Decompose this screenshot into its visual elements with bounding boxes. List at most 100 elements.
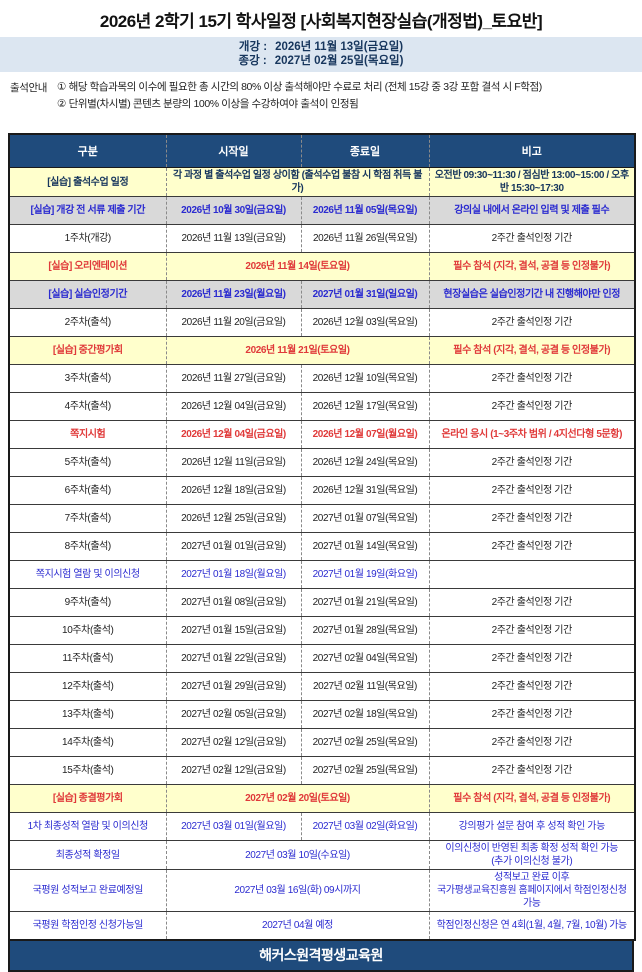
end-date-cell: 2027년 02월 25일(목요일) (300, 756, 429, 785)
end-date-cell: 2026년 12월 31일(목요일) (300, 476, 429, 505)
end-date-cell: 2027년 01월 14일(목요일) (300, 532, 429, 561)
start-date-cell: 2027년 01월 18일(월요일) (165, 560, 301, 589)
category-cell: 10주차(출석) (9, 616, 166, 645)
term-band: 개강 : 2026년 11월 13일(금요일) 종강 : 2027년 02월 2… (0, 37, 642, 72)
remark-cell: 2주간 출석인정 기간 (428, 532, 635, 561)
category-cell: 쪽지시험 열람 및 이의신청 (9, 560, 166, 589)
start-date-cell: 2027년 02월 12일(금요일) (165, 756, 301, 785)
table-row: 12주차(출석) 2027년 01월 29일(금요일) 2027년 02월 11일(… (9, 672, 635, 701)
start-date-cell: 2026년 12월 18일(금요일) (165, 476, 301, 505)
start-date-cell: 2027년 01월 15일(금요일) (165, 616, 301, 645)
column-header: 시작일 (165, 134, 301, 168)
table-row: [실습] 출석수업 일정 각 과정 별 출석수업 일정 상이함 (출석수업 불참 … (9, 167, 635, 197)
start-date-cell: 2026년 12월 04일(금요일) (165, 420, 301, 449)
remark-cell: 2주간 출석인정 기간 (428, 588, 635, 617)
table-row: [실습] 개강 전 서류 제출 기간 2026년 10월 30일(금요일) 2026… (9, 196, 635, 225)
category-cell: 6주차(출석) (9, 476, 166, 505)
date-merged-cell: 2026년 11월 21일(토요일) (165, 336, 429, 365)
start-date-cell: 2027년 02월 05일(금요일) (165, 700, 301, 729)
category-cell: 쪽지시험 (9, 420, 166, 449)
schedule-table-body: [실습] 출석수업 일정 각 과정 별 출석수업 일정 상이함 (출석수업 불참 … (9, 167, 635, 940)
table-row: 쪽지시험 열람 및 이의신청 2027년 01월 18일(월요일) 2027년 01… (9, 560, 635, 589)
end-date-cell: 2026년 12월 03일(목요일) (300, 308, 429, 337)
attendance-notice-label: 출석안내 (10, 82, 48, 94)
remark-cell: 2주간 출석인정 기간 (428, 392, 635, 421)
term-end-line: 종강 : 2027년 02월 25일(목요일) (0, 54, 642, 68)
category-cell: [실습] 중간평가회 (9, 336, 166, 365)
remark-cell: 필수 참석 (지각, 결석, 공결 등 인정불가) (428, 784, 635, 813)
table-row: 14주차(출석) 2027년 02월 12일(금요일) 2027년 02월 25일(… (9, 728, 635, 757)
end-date-cell: 2027년 01월 21일(목요일) (300, 588, 429, 617)
table-row: 3주차(출석) 2026년 11월 27일(금요일) 2026년 12월 10일(목… (9, 364, 635, 393)
date-merged-cell: 2026년 11월 14일(토요일) (165, 252, 429, 281)
start-date-cell: 2027년 01월 29일(금요일) (165, 672, 301, 701)
table-row: [실습] 실습인정기간 2026년 11월 23일(월요일) 2027년 01월 3… (9, 280, 635, 309)
category-cell: 12주차(출석) (9, 672, 166, 701)
category-cell: 5주차(출석) (9, 448, 166, 477)
category-cell: 3주차(출석) (9, 364, 166, 393)
remark-cell: 온라인 응시 (1~3주차 범위 / 4지선다형 5문항) (428, 420, 635, 449)
remark-cell: 2주간 출석인정 기간 (428, 504, 635, 533)
remark-cell: 성적보고 완료 이후 국가평생교육진흥원 홈페이지에서 학점인정신청 가능 (428, 869, 635, 912)
start-date-cell: 2026년 12월 11일(금요일) (165, 448, 301, 477)
remark-cell: 2주간 출석인정 기간 (428, 700, 635, 729)
category-cell: [실습] 출석수업 일정 (9, 167, 166, 197)
start-date-cell: 2027년 01월 08일(금요일) (165, 588, 301, 617)
term-end-label: 종강 : (238, 55, 267, 67)
table-row: [실습] 오리엔테이션 2026년 11월 14일(토요일) 필수 참석 (지각, … (9, 252, 635, 281)
end-date-cell: 2027년 02월 11일(목요일) (300, 672, 429, 701)
category-cell: 국평원 성적보고 완료예정일 (9, 869, 166, 912)
remark-cell: 2주간 출석인정 기간 (428, 364, 635, 393)
start-date-cell: 2027년 01월 22일(금요일) (165, 644, 301, 673)
term-end-value: 2027년 02월 25일(목요일) (274, 55, 404, 67)
remark-cell: 강의평가 설문 참여 후 성적 확인 가능 (428, 812, 635, 841)
category-cell: 국평원 학점인정 신청가능일 (9, 911, 166, 940)
column-header: 종료일 (300, 134, 429, 168)
category-cell: [실습] 오리엔테이션 (9, 252, 166, 281)
start-date-cell: 2026년 11월 20일(금요일) (165, 308, 301, 337)
term-start-label: 개강 : (238, 41, 268, 53)
start-date-cell: 2027년 01월 01일(금요일) (165, 532, 301, 561)
table-row: 1차 최종성적 열람 및 이의신청 2027년 03월 01일(월요일) 2027년… (9, 812, 635, 841)
table-row: 1주차(개강) 2026년 11월 13일(금요일) 2026년 11월 26일(목… (9, 224, 635, 253)
table-row: 15주차(출석) 2027년 02월 12일(금요일) 2027년 02월 25일(… (9, 756, 635, 785)
table-header-row: 구분 시작일 종료일 비고 (9, 134, 635, 168)
remark-cell: 학점인정신청은 연 4회(1월, 4월, 7월, 10월) 가능 (428, 911, 635, 940)
category-cell: 최종성적 확정일 (9, 840, 166, 870)
date-merged-cell: 2027년 03월 16일(화) 09시까지 (165, 869, 429, 912)
end-date-cell: 2027년 03월 02일(화요일) (300, 812, 429, 841)
table-row: 국평원 학점인정 신청가능일 2027년 04월 예정 학점인정신청은 연 4회(1… (9, 911, 635, 940)
remark-cell: 2주간 출석인정 기간 (428, 224, 635, 253)
column-header: 구분 (9, 134, 166, 168)
category-cell: 11주차(출석) (9, 644, 166, 673)
table-row: 7주차(출석) 2026년 12월 25일(금요일) 2027년 01월 07일(목… (9, 504, 635, 533)
attendance-notice-line-1: ① 해당 학습과목의 이수에 필요한 총 시간의 80% 이상 출석해야만 수료… (57, 81, 542, 93)
remark-cell: 2주간 출석인정 기간 (428, 644, 635, 673)
start-date-cell: 2026년 12월 04일(금요일) (165, 392, 301, 421)
remark-cell: 2주간 출석인정 기간 (428, 476, 635, 505)
table-row: 11주차(출석) 2027년 01월 22일(금요일) 2027년 02월 04일(… (9, 644, 635, 673)
category-cell: [실습] 개강 전 서류 제출 기간 (9, 196, 166, 225)
table-row: 쪽지시험 2026년 12월 04일(금요일) 2026년 12월 07일(월요일)… (9, 420, 635, 449)
table-row: [실습] 종결평가회 2027년 02월 20일(토요일) 필수 참석 (지각, 결… (9, 784, 635, 813)
table-row: 9주차(출석) 2027년 01월 08일(금요일) 2027년 01월 21일(목… (9, 588, 635, 617)
category-cell: 7주차(출석) (9, 504, 166, 533)
end-date-cell: 2027년 01월 31일(일요일) (300, 280, 429, 309)
end-date-cell: 2026년 12월 24일(목요일) (300, 448, 429, 477)
end-date-cell: 2027년 01월 07일(목요일) (300, 504, 429, 533)
attendance-notice-line-2: ② 단위별(차시별) 콘텐츠 분량의 100% 이상을 수강하여야 출석이 인정… (57, 98, 359, 110)
remark-cell: 현장실습은 실습인정기간 내 진행해야만 인정 (428, 280, 635, 309)
remark-cell: 2주간 출석인정 기간 (428, 672, 635, 701)
category-cell: 15주차(출석) (9, 756, 166, 785)
end-date-cell: 2027년 01월 28일(목요일) (300, 616, 429, 645)
table-row: 10주차(출석) 2027년 01월 15일(금요일) 2027년 01월 28일(… (9, 616, 635, 645)
institution-footer: 해커스원격평생교육원 (8, 941, 634, 972)
attendance-notice-lines: ① 해당 학습과목의 이수에 필요한 총 시간의 80% 이상 출석해야만 수료… (57, 79, 542, 111)
end-date-cell: 2027년 01월 19일(화요일) (300, 560, 429, 589)
start-date-cell: 2026년 12월 25일(금요일) (165, 504, 301, 533)
start-date-cell: 2026년 11월 23일(월요일) (165, 280, 301, 309)
table-row: 최종성적 확정일 2027년 03월 10일(수요일) 이의신청이 반영된 최종 확… (9, 840, 635, 870)
remark-cell: 이의신청이 반영된 최종 확정 성적 확인 가능 (추가 이의신청 불가) (428, 840, 635, 870)
term-start-line: 개강 : 2026년 11월 13일(금요일) (0, 40, 642, 54)
end-date-cell: 2027년 02월 18일(목요일) (300, 700, 429, 729)
